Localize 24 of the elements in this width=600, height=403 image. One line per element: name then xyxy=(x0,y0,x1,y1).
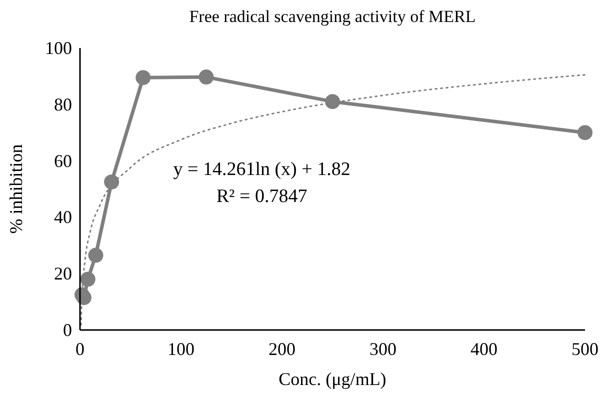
x-tick-label: 0 xyxy=(76,339,84,359)
x-tick-label: 500 xyxy=(572,339,598,359)
point xyxy=(136,70,151,86)
chart-title: Free radical scavenging activity of MERL xyxy=(189,7,476,26)
x-axis-title: Conc. (μg/mL) xyxy=(278,369,386,389)
point xyxy=(198,70,214,85)
point xyxy=(80,272,96,287)
point xyxy=(88,248,104,263)
x-tick-label: 200 xyxy=(268,339,296,359)
point xyxy=(325,94,340,110)
y-tick-label: 100 xyxy=(45,38,72,58)
x-tick-label: 100 xyxy=(168,339,194,359)
y-tick-label: 40 xyxy=(54,207,72,228)
x-tick-label: 400 xyxy=(470,339,498,359)
y-tick-label: 20 xyxy=(54,264,72,284)
annotation: y = 14.261ln (x) + 1.82 xyxy=(173,158,350,180)
y-tick-label: 60 xyxy=(54,150,72,171)
point xyxy=(578,125,592,140)
annotation: R² = 0.7847 xyxy=(216,186,308,207)
y-tick-label: 0 xyxy=(63,320,72,340)
y-axis-title: % inhibition xyxy=(6,144,26,234)
point xyxy=(104,174,120,190)
y-tick-label: 80 xyxy=(54,94,72,114)
x-tick-label: 300 xyxy=(370,339,396,359)
